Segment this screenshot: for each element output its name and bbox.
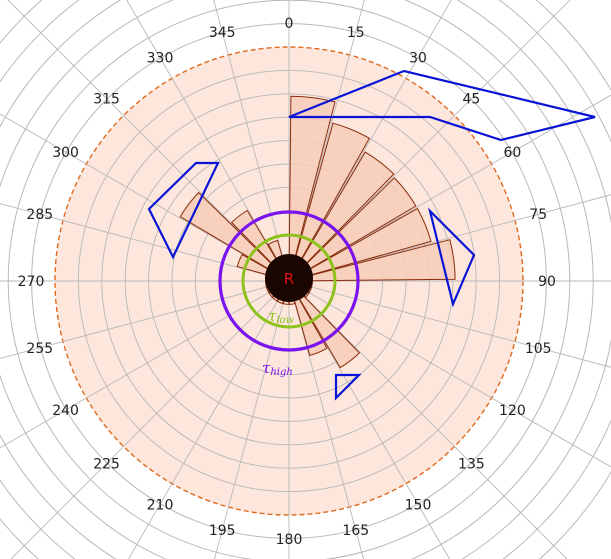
angle-label: 315 — [93, 92, 120, 108]
angle-label: 225 — [93, 456, 120, 472]
histogram-sector — [288, 239, 456, 282]
histogram-sector — [288, 95, 336, 282]
tau-high-label: τhigh — [262, 359, 293, 378]
angle-label: 75 — [529, 207, 547, 223]
tau-high-threshold-circle — [218, 210, 360, 352]
tau-low-subscript: low — [276, 315, 294, 326]
histogram-sector — [288, 122, 371, 282]
obstacle-polygon-nw — [147, 161, 220, 260]
angle-label: 240 — [52, 403, 79, 419]
tau-low-symbol: τ — [268, 307, 277, 325]
angle-label: 180 — [276, 532, 303, 548]
angle-label: 90 — [538, 274, 556, 290]
angle-label: 135 — [458, 456, 485, 472]
histogram-sector — [288, 280, 361, 369]
angle-label: 15 — [347, 25, 365, 41]
robot-center-label: R — [284, 270, 294, 288]
angle-label: 330 — [147, 51, 174, 67]
tau-high-subscript: high — [270, 367, 292, 378]
angle-label: 195 — [209, 523, 236, 539]
angle-label: 255 — [26, 341, 53, 357]
tau-low-label: τlow — [268, 307, 295, 326]
obstacle-polygon-ne — [288, 69, 596, 142]
histogram-sector — [288, 151, 395, 282]
angle-label: 60 — [503, 145, 521, 161]
angle-label: 300 — [52, 145, 79, 161]
angle-label: 150 — [405, 497, 432, 513]
angle-label: 210 — [147, 497, 174, 513]
angle-label: 345 — [209, 25, 236, 41]
angle-label: 45 — [462, 92, 480, 108]
obstacle-polygon-e — [427, 207, 476, 308]
angle-labels: 0 15 30 45 60 75 90 105 120 135 150 165 180 195 210 225… — [18, 16, 556, 548]
angle-label: 165 — [342, 523, 369, 539]
histogram-sector — [288, 207, 432, 282]
histogram-sector — [288, 177, 417, 282]
angle-label: 120 — [499, 403, 526, 419]
angle-label: 270 — [18, 274, 45, 290]
robot-center-disk — [265, 254, 313, 302]
obstacle-polygon-se — [334, 373, 362, 401]
angle-label: 105 — [525, 341, 552, 357]
angle-label: 30 — [409, 51, 427, 67]
tau-low-threshold-circle — [241, 233, 337, 329]
angle-label: 285 — [26, 207, 53, 223]
tau-high-symbol: τ — [262, 359, 271, 377]
angle-label: 0 — [285, 16, 294, 32]
